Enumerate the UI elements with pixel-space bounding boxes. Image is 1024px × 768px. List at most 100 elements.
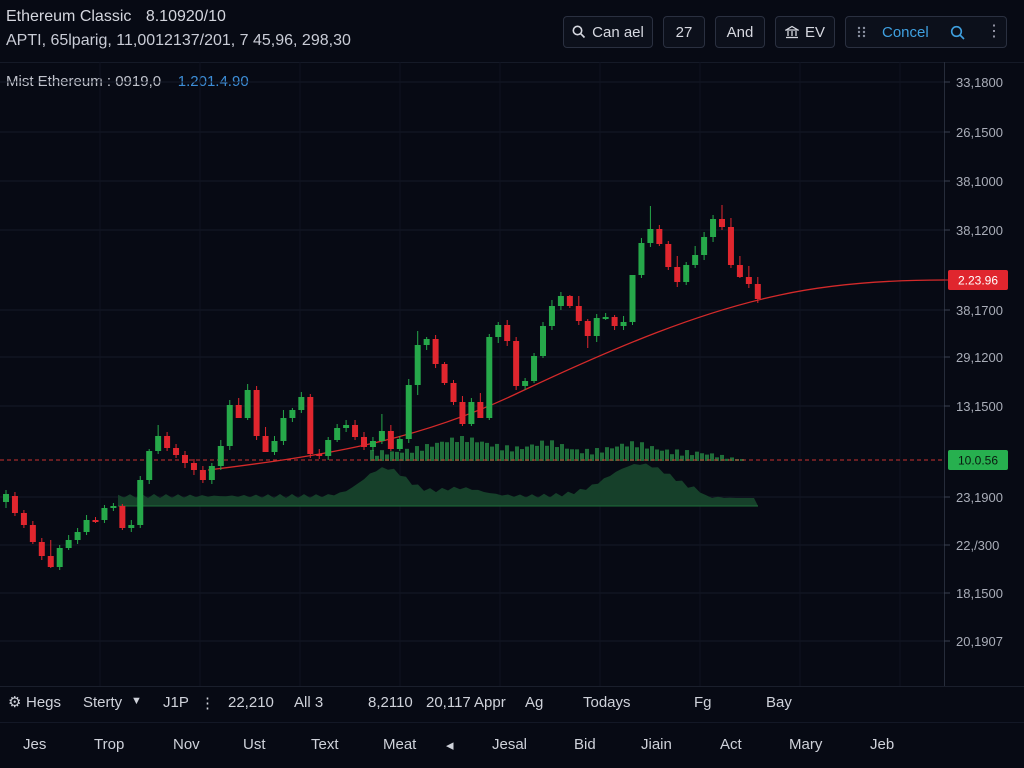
candle-body	[3, 494, 9, 502]
bottom-item-2[interactable]: J1P	[163, 694, 189, 711]
bottom-item-10[interactable]: Fg	[694, 694, 712, 711]
dropdown-icon[interactable]: ⋮	[200, 695, 215, 712]
volume-bar	[700, 453, 704, 461]
volume-bar	[730, 457, 734, 461]
time-item-8[interactable]: Jiain	[641, 736, 672, 753]
volume-bar	[660, 450, 664, 461]
ev-button-label: EV	[804, 23, 825, 41]
candle-body	[531, 356, 538, 381]
time-item-4[interactable]: Text	[311, 736, 339, 753]
bottom-item-8[interactable]: Ag	[525, 694, 544, 711]
candle-body	[361, 437, 367, 447]
more-icon[interactable]: ⋮	[986, 23, 1002, 40]
candle-body	[262, 436, 269, 452]
volume-bar	[525, 446, 529, 461]
volume-bar	[645, 448, 649, 461]
volume-bar	[375, 455, 379, 461]
volume-bar	[710, 453, 714, 461]
time-item-1[interactable]: Trop	[94, 736, 125, 753]
volume-bar	[420, 450, 424, 461]
candle-body	[155, 436, 162, 451]
bottom-item-6[interactable]: 20,117	[426, 694, 471, 711]
time-item-2[interactable]: Nov	[173, 736, 200, 753]
time-item-3[interactable]: Ust	[243, 736, 266, 753]
volume-bar	[400, 452, 404, 461]
bottom-item-9[interactable]: Todays	[583, 694, 631, 711]
candle-body	[611, 317, 618, 326]
candle-body	[173, 448, 180, 455]
time-item-7[interactable]: Bid	[574, 736, 596, 753]
candle-body	[736, 265, 743, 277]
candle-body	[540, 326, 546, 356]
moving-average-line	[207, 279, 945, 471]
time-item-6[interactable]: Jesal	[492, 736, 528, 753]
volume-bar	[695, 451, 699, 461]
volume-bar	[565, 448, 569, 461]
count-button[interactable]: 27	[663, 16, 705, 48]
y-tick-label: 29,1200	[956, 350, 1003, 365]
settings-icon[interactable]: ⚙	[8, 694, 22, 711]
volume-bar	[405, 448, 409, 461]
chevron-down-icon[interactable]: ▼	[131, 695, 142, 707]
candle-body	[647, 229, 654, 243]
volume-bar	[570, 449, 574, 461]
volume-bar	[385, 454, 389, 461]
volume-bar	[490, 446, 494, 461]
candle-body	[477, 402, 484, 418]
bottom-item-0[interactable]: Hegs	[26, 694, 62, 711]
time-item-0[interactable]: Jes	[23, 736, 47, 753]
candle-body	[710, 219, 717, 237]
price-chart[interactable]: 33,1800 26,1500 38,1000 38,1200 38,1700 29,12…	[0, 62, 1024, 687]
bottom-item-11[interactable]: Bay	[766, 694, 792, 711]
candle-body	[235, 405, 242, 418]
volume-bar	[650, 446, 654, 461]
interval-toolbar: ⚙ Hegs Sterty ▼ J1P ⋮ 22,210 All 3 8,211…	[0, 690, 1024, 716]
cancel-button[interactable]: Can ael	[563, 16, 653, 48]
candle-body	[56, 548, 63, 567]
candle-body	[190, 463, 197, 470]
chart-grid	[0, 62, 944, 686]
candle-body	[137, 480, 144, 525]
volume-bar	[605, 447, 609, 461]
y-tick-label: 38,1000	[956, 174, 1003, 189]
volume-area	[118, 463, 758, 506]
ev-button[interactable]: EV	[775, 16, 835, 48]
bottom-item-7[interactable]: Appr	[474, 694, 506, 711]
candle-body	[92, 520, 99, 522]
candle-body	[656, 229, 663, 244]
candle-body	[423, 339, 430, 345]
volume-bar	[445, 442, 449, 461]
candle-body	[629, 275, 636, 322]
time-item-5[interactable]: Meat	[383, 736, 417, 753]
candle-body	[20, 513, 27, 525]
candle-body	[638, 243, 645, 275]
candle-body	[369, 441, 376, 447]
candle-body	[486, 337, 493, 418]
bottom-item-3[interactable]: 22,210	[228, 694, 274, 711]
price-badge	[948, 270, 1008, 290]
volume-bar	[635, 447, 639, 461]
volume-bar	[560, 444, 564, 461]
volume-bar	[630, 441, 634, 461]
time-item-11[interactable]: Jeb	[870, 736, 895, 753]
volume-bar	[640, 442, 644, 461]
candle-body	[504, 325, 511, 341]
candle-body	[208, 466, 215, 480]
bottom-item-5[interactable]: 8,2110	[368, 694, 413, 711]
volume-bar	[575, 449, 579, 461]
volume-bar	[555, 447, 559, 461]
time-item-10[interactable]: Mary	[789, 736, 823, 753]
arrow-icon[interactable]: ◂	[446, 737, 454, 754]
candle-body	[119, 506, 126, 528]
candle-body	[566, 296, 573, 306]
bottom-item-4[interactable]: All 3	[294, 694, 324, 711]
cancel-button-label: Can ael	[592, 23, 644, 41]
search-icon[interactable]	[950, 25, 966, 41]
bottom-item-1[interactable]: Sterty	[83, 694, 123, 711]
symbol-search[interactable]: Concel ⋮	[845, 16, 1007, 48]
volume-bar	[515, 446, 519, 461]
time-item-9[interactable]: Act	[720, 736, 742, 753]
candle-body	[548, 306, 555, 326]
volume-bar	[540, 440, 544, 461]
and-button[interactable]: And	[715, 16, 765, 48]
